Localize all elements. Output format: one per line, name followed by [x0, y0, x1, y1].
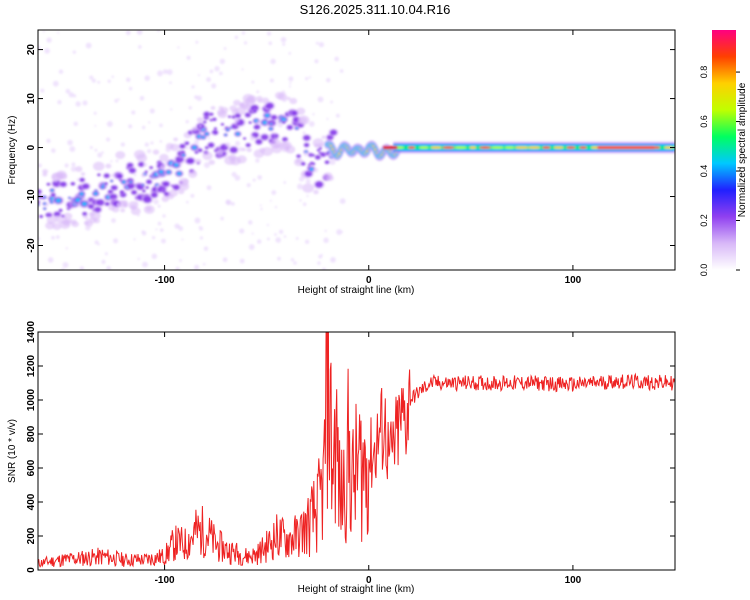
snr-y-axis-label: SNR (10 * v/v) [7, 419, 18, 483]
colorbar-tick-label: 0.8 [699, 66, 709, 79]
snr-y-tick-label: 600 [26, 459, 37, 476]
spectrogram-energy [38, 30, 675, 270]
spectrogram-x-tick-label: -100 [155, 275, 175, 286]
snr-y-tick-label: 1400 [26, 320, 37, 343]
snr-y-axis: 0 200 400 600 800 1000 1200 1400 [26, 320, 675, 573]
spectrogram-y-axis-label: Frequency (Hz) [7, 116, 18, 185]
spectrogram-frame [37, 29, 676, 271]
colorbar-label: Normalized spectral amplitude [737, 82, 748, 217]
colorbar-tick-label: 0.2 [699, 214, 709, 227]
snr-frame [37, 331, 676, 571]
snr-x-tick-label: 0 [366, 575, 372, 586]
snr-y-tick-label: 0 [26, 567, 37, 573]
spectrogram-heatmap [38, 30, 675, 270]
snr-x-axis-label: Height of straight line (km) [298, 584, 415, 595]
spectrogram-y-tick-label: -10 [26, 189, 37, 204]
colorbar-gradient [712, 30, 736, 270]
colorbar-ticks: 0.0 0.2 0.4 0.6 0.8 [699, 66, 740, 276]
snr-panel: -100 0 100 0 200 400 600 800 1000 1200 1400 Heigh… [7, 320, 676, 595]
snr-y-tick-label: 1000 [26, 388, 37, 411]
spectrogram-x-axis-label: Height of straight line (km) [298, 285, 415, 296]
snr-series-line [38, 332, 675, 568]
snr-x-tick-label: 100 [565, 575, 582, 586]
spectrogram-y-tick-label: -20 [26, 238, 37, 253]
snr-y-tick-label: 800 [26, 425, 37, 442]
spectrogram-y-tick-label: 20 [26, 44, 37, 56]
spectrogram-x-tick-label: 100 [565, 275, 582, 286]
spectrogram-x-tick-label: 0 [366, 275, 372, 286]
spectrogram-y-tick-label: 0 [26, 144, 37, 150]
colorbar-tick-label: 0.4 [699, 165, 709, 178]
page-title: S126.2025.311.10.04.R16 [299, 2, 451, 17]
colorbar: 0.0 0.2 0.4 0.6 0.8 Normalized spectral ampl… [699, 30, 748, 276]
spectrogram-y-tick-label: 10 [26, 93, 37, 105]
spectrogram-y-axis: -20 -10 0 10 20 [26, 44, 675, 253]
snr-y-tick-label: 400 [26, 493, 37, 510]
spectrogram-x-axis: -100 0 100 [155, 30, 582, 286]
snr-y-tick-label: 200 [26, 527, 37, 544]
colorbar-tick-label: 0.0 [699, 264, 709, 277]
snr-y-tick-label: 1200 [26, 354, 37, 377]
snr-x-axis: -100 0 100 [155, 332, 582, 586]
colorbar-tick-label: 0.6 [699, 115, 709, 128]
snr-x-tick-label: -100 [155, 575, 175, 586]
